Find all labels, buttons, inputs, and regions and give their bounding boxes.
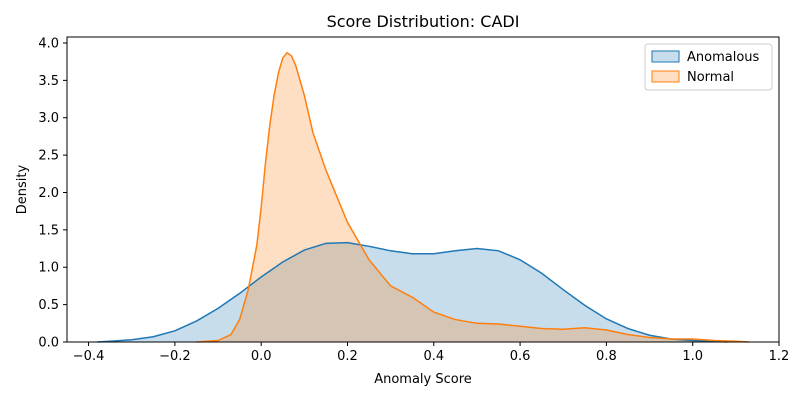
x-tick-label: −0.2 [159,349,191,364]
y-tick-label: 3.0 [38,111,59,126]
y-axis-label: Density [15,164,30,214]
anomalous-legend-label: Anomalous [687,50,760,65]
y-tick-label: 2.0 [38,186,59,201]
legend: Anomalous Normal [644,43,773,91]
axes-frame [66,36,780,343]
x-tick-label: 0.4 [423,349,444,364]
x-tick-label: −0.4 [73,349,105,364]
x-tick-label: 0.8 [596,349,617,364]
y-tick-label: 1.0 [38,261,59,276]
x-tick-label: 0.6 [510,349,531,364]
normal-density-fill [196,52,749,342]
y-axis-ticks: 0.0 0.5 1.0 1.5 2.0 2.5 3.0 3.5 4.0 [38,36,67,351]
y-tick-label: 2.5 [38,149,59,164]
normal-legend-swatch [651,70,680,83]
x-tick-label: 0.0 [251,349,272,364]
x-tick-label: 0.2 [337,349,358,364]
normal-density-line [196,51,749,343]
y-tick-label: 1.5 [38,223,59,238]
normal-legend-label: Normal [687,70,734,85]
y-tick-label: 4.0 [38,36,59,51]
chart-title: Score Distribution: CADI [327,12,520,31]
y-tick-label: 3.5 [38,74,59,89]
y-tick-label: 0.0 [38,336,59,351]
x-tick-label: 1.0 [682,349,703,364]
anomalous-density-line [97,241,728,343]
x-axis-label: Anomaly Score [374,372,472,387]
series-lines [97,51,749,343]
x-tick-label: 1.2 [769,349,790,364]
series-fills [97,52,749,342]
legend-frame [644,43,773,91]
y-tick-label: 0.5 [38,298,59,313]
anomalous-density-fill [97,242,728,342]
anomalous-legend-swatch [651,50,680,63]
x-axis-ticks: −0.4 −0.2 0.0 0.2 0.4 0.6 0.8 1.0 1.2 [73,342,790,364]
